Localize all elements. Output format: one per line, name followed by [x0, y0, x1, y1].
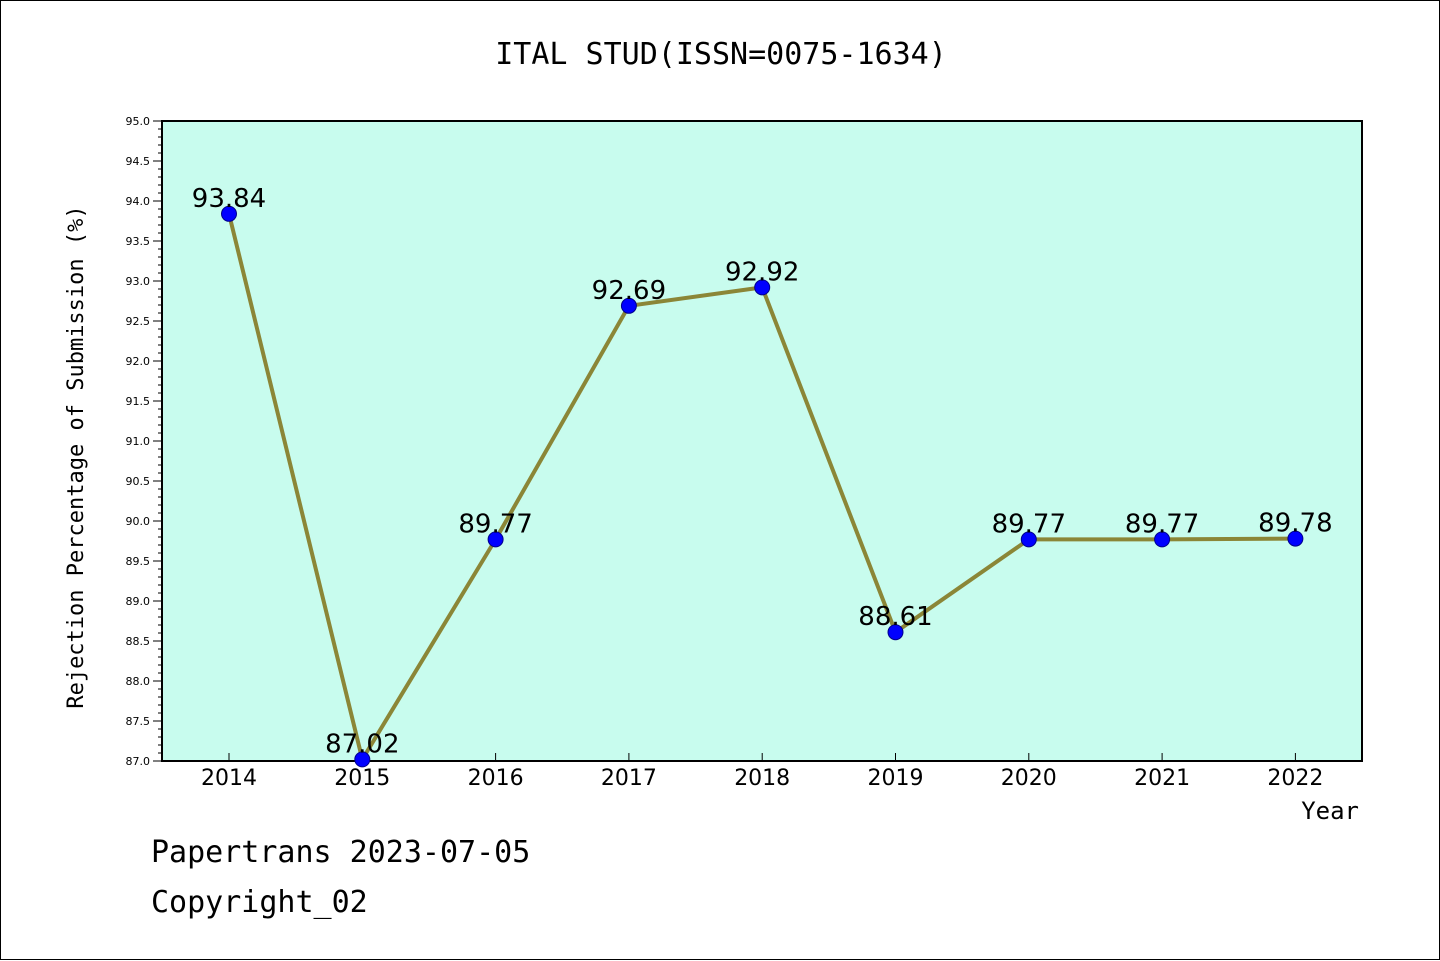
- y-tick-label: 91.0: [126, 435, 151, 448]
- y-tick-label: 92.5: [126, 315, 151, 328]
- y-tick-label: 92.0: [126, 355, 151, 368]
- y-tick-label: 91.5: [126, 395, 151, 408]
- data-point: [887, 624, 904, 641]
- x-tick-label: 2020: [1001, 766, 1057, 791]
- y-tick-label: 93.5: [126, 235, 151, 248]
- data-label: 88.61: [858, 602, 932, 632]
- x-tick-label: 2022: [1267, 766, 1323, 791]
- data-point: [487, 531, 504, 548]
- y-tick-label: 95.0: [126, 115, 151, 128]
- y-tick-label: 88.5: [126, 635, 151, 648]
- data-label: 89.77: [458, 509, 532, 539]
- y-tick-label: 88.0: [126, 675, 151, 688]
- data-label: 93.84: [192, 184, 266, 214]
- x-axis-label: Year: [1301, 797, 1359, 825]
- data-point: [221, 205, 237, 222]
- y-tick-label: 90.0: [126, 515, 151, 528]
- data-point: [354, 751, 371, 768]
- y-tick-label: 94.5: [126, 155, 151, 168]
- x-tick-label: 2016: [468, 766, 524, 791]
- data-label: 92.69: [592, 276, 666, 306]
- data-point: [1020, 531, 1037, 548]
- data-labels: 93.84 87.02 89.77 92.69 92.92 88.61 89.77 89.77…: [192, 184, 1333, 760]
- y-tick-label: 93.0: [126, 275, 151, 288]
- x-tick-label: 2021: [1134, 766, 1190, 791]
- data-label: 92.92: [725, 257, 799, 287]
- x-tick-label: 2014: [201, 766, 257, 791]
- data-label: 89.78: [1258, 509, 1332, 539]
- data-label: 89.77: [1125, 509, 1199, 539]
- chart-title: ITAL STUD(ISSN=0075-1634): [495, 37, 947, 72]
- series-points: [221, 205, 1304, 768]
- data-label: 87.02: [325, 729, 399, 759]
- footer-date: Papertrans 2023-07-05: [151, 835, 531, 870]
- data-point: [1287, 530, 1304, 547]
- data-point: [620, 297, 637, 314]
- data-point: [754, 279, 771, 296]
- x-tick-label: 2017: [601, 766, 657, 791]
- y-tick-label: 90.5: [126, 475, 151, 488]
- data-label: 89.77: [992, 509, 1066, 539]
- plot-area: [161, 120, 1363, 762]
- y-tick-label: 87.0: [126, 755, 151, 768]
- y-axis: 87.0 87.5 88.0 88.5 89.0 89.5 90.0 90.5 91.0 91.5…: [126, 115, 162, 768]
- y-tick-label: 94.0: [126, 195, 151, 208]
- data-point: [1154, 531, 1171, 548]
- x-tick-label: 2019: [868, 766, 924, 791]
- x-axis: 2014 2015 2016 2017 2018 2019 2020 2021 2022: [201, 753, 1323, 791]
- y-tick-label: 89.5: [126, 555, 151, 568]
- y-tick-label: 87.5: [126, 715, 151, 728]
- y-tick-label: 89.0: [126, 595, 151, 608]
- footer-copyright: Copyright_02: [151, 885, 368, 920]
- x-tick-label: 2015: [334, 766, 390, 791]
- x-tick-label: 2018: [734, 766, 790, 791]
